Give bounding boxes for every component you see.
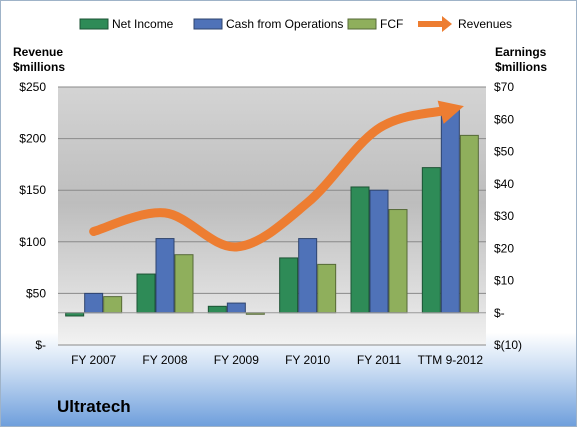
revenue-arrowhead bbox=[437, 100, 464, 124]
plot-area bbox=[58, 87, 486, 345]
left-tick-label: $250 bbox=[19, 80, 46, 94]
left-axis-title-line2: $millions bbox=[13, 60, 65, 74]
gridlines bbox=[58, 86, 486, 346]
revenue-line bbox=[89, 100, 464, 252]
bar-cash-from-operations bbox=[155, 238, 175, 314]
company-name: Ultratech bbox=[57, 397, 131, 416]
category-label: TTM 9-2012 bbox=[418, 353, 484, 367]
bar-cash-from-operations bbox=[440, 105, 460, 314]
bar-net-income bbox=[207, 305, 227, 314]
left-tick-label: $150 bbox=[19, 183, 46, 197]
category-label: FY 2010 bbox=[285, 353, 330, 367]
legend-swatch bbox=[347, 18, 377, 30]
bar-net-income bbox=[421, 167, 441, 314]
right-tick-label: $30 bbox=[494, 209, 514, 223]
right-tick-label: $- bbox=[494, 306, 505, 320]
legend-item: Cash from Operations bbox=[193, 17, 343, 31]
bar-net-income bbox=[279, 257, 299, 314]
legend-item: FCF bbox=[347, 17, 403, 31]
legend-swatch bbox=[193, 18, 223, 30]
category-label: FY 2007 bbox=[71, 353, 116, 367]
bar-net-income bbox=[350, 186, 370, 314]
category-axis: FY 2007 FY 2008 FY 2009 FY 2010 FY 2011 TTM 9… bbox=[71, 353, 483, 367]
revenue-line-path bbox=[89, 105, 455, 252]
legend-label: FCF bbox=[380, 17, 403, 31]
legend-swatch bbox=[79, 18, 109, 30]
legend-item: Net Income bbox=[79, 17, 174, 31]
right-tick-label: $40 bbox=[494, 177, 514, 191]
bar-fcf bbox=[174, 254, 194, 314]
bar-fcf bbox=[317, 263, 337, 314]
left-axis-title-line1: Revenue bbox=[13, 45, 63, 59]
right-axis-title-line2: $millions bbox=[495, 60, 547, 74]
bar-net-income bbox=[136, 273, 156, 314]
axis-titles: Revenue $millions Earnings $millions bbox=[13, 45, 547, 74]
left-tick-label: $50 bbox=[26, 286, 46, 300]
right-tick-label: $(10) bbox=[494, 338, 522, 352]
bar-fcf bbox=[103, 296, 123, 314]
legend-label: Cash from Operations bbox=[226, 17, 343, 31]
category-label: FY 2008 bbox=[142, 353, 187, 367]
legend-label: Net Income bbox=[112, 17, 174, 31]
left-tick-label: $100 bbox=[19, 235, 46, 249]
legend-item: Revenues bbox=[418, 16, 512, 32]
bar-cash-from-operations bbox=[298, 238, 318, 314]
bar-cash-from-operations bbox=[369, 189, 389, 314]
legend: Net Income Cash from Operations FCF Revenue… bbox=[79, 16, 512, 32]
left-axis: $- $50 $100 $150 $200 $250 bbox=[19, 80, 46, 352]
legend-label: Revenues bbox=[458, 17, 512, 31]
right-axis-title-line1: Earnings bbox=[495, 45, 547, 59]
right-axis: $(10) $- $10 $20 $30 $40 $50 $60 $70 bbox=[494, 80, 522, 352]
right-tick-label: $70 bbox=[494, 80, 514, 94]
bar-cash-from-operations bbox=[84, 292, 104, 314]
legend-arrow bbox=[442, 16, 452, 32]
bars bbox=[58, 105, 486, 317]
bar-cash-from-operations bbox=[226, 302, 246, 314]
right-tick-label: $10 bbox=[494, 274, 514, 288]
left-tick-label: $200 bbox=[19, 132, 46, 146]
right-tick-label: $50 bbox=[494, 145, 514, 159]
right-tick-label: $20 bbox=[494, 241, 514, 255]
category-label: FY 2009 bbox=[214, 353, 259, 367]
bar-fcf bbox=[388, 209, 408, 314]
category-label: FY 2011 bbox=[357, 353, 402, 367]
left-tick-label: $- bbox=[35, 338, 46, 352]
right-tick-label: $60 bbox=[494, 112, 514, 126]
bar-fcf bbox=[459, 134, 479, 314]
